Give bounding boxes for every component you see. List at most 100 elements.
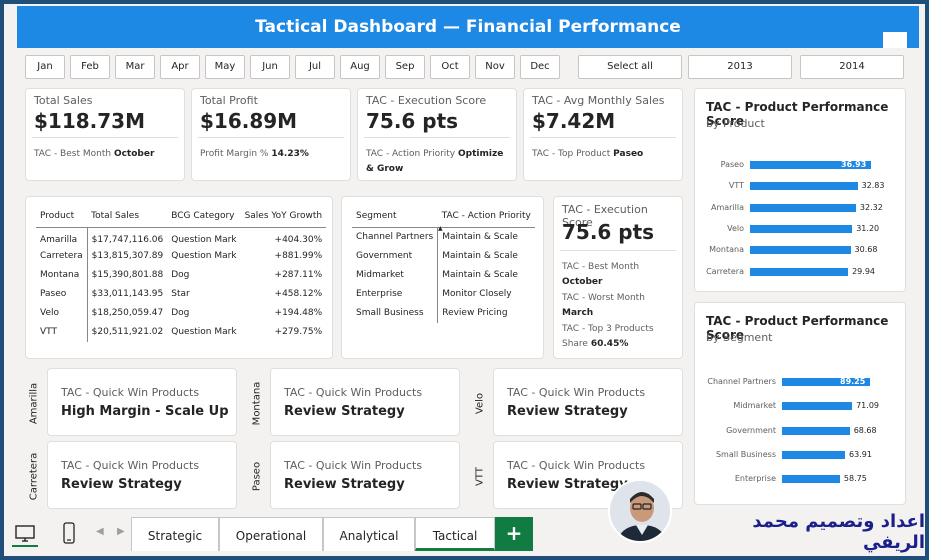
- kpi-value: 75.6 pts: [366, 109, 459, 133]
- column-header[interactable]: Total Sales: [87, 211, 168, 228]
- month-button-jan[interactable]: Jan: [25, 55, 65, 79]
- tab-strategic[interactable]: Strategic: [131, 517, 219, 551]
- table-row[interactable]: VTT $20,511,921.02 Question Mark +279.75%: [36, 322, 326, 342]
- table-row[interactable]: Carretera $13,815,307.89 Question Mark +881…: [36, 246, 326, 266]
- quick-win-product-name: Amarilla: [28, 382, 40, 425]
- sort-ascending-icon[interactable]: ▲: [438, 225, 443, 232]
- bar[interactable]: [750, 246, 851, 255]
- bar[interactable]: [782, 378, 870, 386]
- quick-win-title: TAC - Quick Win Products: [507, 459, 646, 472]
- table-row[interactable]: Velo $18,250,059.47 Dog +194.48%: [36, 303, 326, 323]
- table-cell: Maintain & Scale: [442, 270, 518, 280]
- year-button-2013[interactable]: 2013: [688, 55, 792, 79]
- column-header[interactable]: Sales YoY Growth: [240, 211, 327, 228]
- table-row[interactable]: Enterprise Monitor Closely: [352, 284, 535, 304]
- table-cell: Dog: [171, 270, 190, 280]
- bar[interactable]: [750, 267, 849, 276]
- bar-category-label: Carretera: [706, 266, 744, 276]
- quick-win-product-label: Paseo: [247, 445, 267, 511]
- bar[interactable]: [782, 402, 853, 411]
- kpi-divider: [198, 137, 344, 138]
- tab-analytical[interactable]: Analytical: [323, 517, 415, 551]
- kpi-title: TAC - Execution Score: [366, 94, 487, 107]
- quick-win-product-label: Carretera: [24, 445, 44, 511]
- quick-win-value: Review Strategy: [507, 477, 628, 492]
- month-button-mar[interactable]: Mar: [115, 55, 155, 79]
- bar[interactable]: [750, 161, 871, 169]
- desktop-view-indicator: [12, 545, 38, 547]
- bar[interactable]: [750, 203, 856, 212]
- bar[interactable]: [750, 182, 858, 191]
- month-button-feb[interactable]: Feb: [70, 55, 110, 79]
- table-cell: $17,747,116.06: [91, 234, 164, 245]
- bar[interactable]: [782, 426, 850, 435]
- month-button-may[interactable]: May: [205, 55, 245, 79]
- quick-win-card-velo: TAC - Quick Win Products Review Strategy: [493, 368, 683, 436]
- table-row[interactable]: Amarilla $17,747,116.06 Question Mark +404.…: [36, 227, 326, 247]
- column-header[interactable]: Segment: [352, 211, 438, 228]
- best-month-label: TAC - Best Month: [562, 262, 640, 272]
- table-cell: +287.11%: [274, 270, 323, 280]
- month-button-jul[interactable]: Jul: [295, 55, 335, 79]
- bar-data-label: 32.32: [859, 202, 883, 212]
- month-button-dec[interactable]: Dec: [520, 55, 560, 79]
- select-all-button[interactable]: Select all: [578, 55, 682, 79]
- year-button-2014[interactable]: 2014: [800, 55, 904, 79]
- bar-category-label: Enterprise: [734, 474, 776, 484]
- tab-tactical[interactable]: Tactical: [415, 517, 495, 551]
- quick-win-product-label: Velo: [470, 372, 490, 438]
- chevron-left-icon[interactable]: ◀: [96, 526, 104, 537]
- table-cell: Maintain & Scale: [442, 232, 518, 243]
- top3-share-value: 60.45%: [590, 339, 629, 349]
- table-row[interactable]: Paseo $33,011,143.95 Star +458.12%: [36, 284, 326, 304]
- desktop-icon[interactable]: [14, 524, 36, 548]
- kpi-divider: [32, 137, 178, 138]
- month-button-apr[interactable]: Apr: [160, 55, 200, 79]
- top3-label: TAC - Top 3 Products: [562, 324, 654, 334]
- table-cell: +194.48%: [274, 308, 323, 318]
- quick-win-product-label: Montana: [247, 372, 267, 438]
- month-button-nov[interactable]: Nov: [475, 55, 515, 79]
- phone-icon[interactable]: [62, 522, 76, 548]
- tab-operational[interactable]: Operational: [219, 517, 323, 551]
- table-row[interactable]: Government Maintain & Scale: [352, 246, 535, 266]
- kpi-subtext: TAC - Best Month October: [34, 147, 178, 162]
- bar-category-label: Midmarket: [733, 401, 776, 411]
- month-button-oct[interactable]: Oct: [430, 55, 470, 79]
- month-button-sep[interactable]: Sep: [385, 55, 425, 79]
- kpi-sub-label: TAC - Top Product: [532, 149, 611, 159]
- table-row[interactable]: Midmarket Maintain & Scale: [352, 265, 535, 285]
- table-cell: Question Mark: [171, 251, 237, 261]
- author-avatar: [608, 479, 672, 543]
- segment-table: Segment TAC - Action Priority Channel Pa…: [352, 211, 535, 323]
- chevron-right-icon[interactable]: ▶: [117, 526, 125, 537]
- worst-month-label: TAC - Worst Month: [562, 293, 645, 303]
- quick-win-card-amarilla: TAC - Quick Win Products High Margin - S…: [47, 368, 237, 436]
- bar[interactable]: [782, 450, 845, 459]
- column-header[interactable]: BCG Category: [167, 211, 241, 228]
- quick-win-product-label: VTT: [470, 445, 490, 511]
- kpi-subtext: TAC - Top Product Paseo: [532, 147, 676, 162]
- bar-data-label: 89.25: [840, 377, 866, 386]
- month-button-jun[interactable]: Jun: [250, 55, 290, 79]
- page-tab-bar: ◀ ▶ Strategic Operational Analytical Tac…: [4, 512, 925, 556]
- table-row[interactable]: Channel Partners Maintain & Scale: [352, 227, 535, 247]
- bar[interactable]: [750, 224, 853, 233]
- table-row[interactable]: Montana $15,390,801.88 Dog +287.11%: [36, 265, 326, 285]
- add-page-button[interactable]: +: [495, 517, 533, 551]
- bar-data-label: 63.91: [849, 449, 872, 459]
- table-cell: +279.75%: [274, 327, 323, 337]
- bar[interactable]: [782, 475, 840, 484]
- table-cell: $18,250,059.47: [91, 308, 164, 318]
- column-header[interactable]: TAC - Action Priority: [437, 211, 535, 228]
- month-button-aug[interactable]: Aug: [340, 55, 380, 79]
- table-cell: $13,815,307.89: [91, 251, 164, 261]
- kpi-subtext: TAC - Action Priority Optimize & Grow: [366, 147, 510, 177]
- table-cell: Question Mark: [171, 234, 237, 245]
- kpi-sub-label: Profit Margin %: [200, 149, 269, 159]
- table-row[interactable]: Small Business Review Pricing: [352, 303, 535, 323]
- table-cell: $15,390,801.88: [91, 270, 164, 280]
- column-header[interactable]: Product: [36, 211, 88, 228]
- quick-win-value: Review Strategy: [61, 477, 182, 492]
- quick-win-card-paseo: TAC - Quick Win Products Review Strategy: [270, 441, 460, 509]
